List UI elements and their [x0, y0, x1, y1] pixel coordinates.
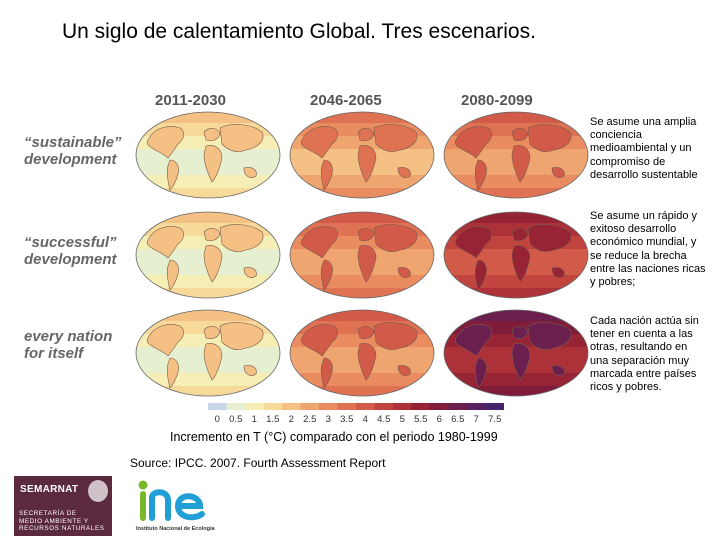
scenario-description-sustainable: Se asume una amplia conciencia medioambi… — [590, 116, 698, 181]
colorbar-swatch — [393, 403, 412, 410]
period-label-3: 2080-2099 — [461, 92, 533, 109]
colorbar-swatch — [430, 403, 449, 410]
colorbar-tick-label: 5.5 — [414, 414, 427, 425]
semarnat-text-line: RECURSOS NATURALES — [19, 525, 105, 532]
map-every-nation-2046-2065 — [288, 308, 436, 398]
map-every-nation-2080-2099 — [442, 308, 590, 398]
colorbar-swatch — [467, 403, 486, 410]
semarnat-text-line: MEDIO AMBIENTE Y — [19, 517, 89, 525]
warming-scenarios-figure: 2011-2030 2046-2065 2080-2099 “sustainab… — [18, 88, 590, 425]
temperature-colorbar: 0 0.5 1 1.5 2 2.5 3 3.5 4 4.5 5 5.5 6 6.5 7 7.5 — [208, 403, 504, 425]
map-successful-2011-2030 — [134, 210, 282, 300]
colorbar-swatch — [448, 403, 468, 410]
ine-logo: Instituto Nacional de Ecología — [134, 476, 215, 536]
colorbar-tick-label: 6.5 — [451, 414, 464, 425]
map-sustainable-2011-2030 — [134, 110, 282, 200]
slide-title: Un siglo de calentamiento Global. Tres e… — [62, 20, 536, 43]
scenario-description-every-nation: Cada nación actúa sin tener en cuenta a … — [590, 315, 699, 394]
semarnat-text: SECRETARÍA DE MEDIO AMBIENTE Y RECURSOS … — [19, 510, 105, 533]
semarnat-text-line: SECRETARÍA DE — [19, 510, 77, 517]
colorbar-tick-label: 0.5 — [229, 414, 242, 425]
scenario-label-line: “successful” — [24, 234, 117, 251]
colorbar-tick-label: 3 — [326, 414, 331, 425]
semarnat-wordmark: SEMARNAT — [20, 484, 79, 495]
colorbar-swatch — [263, 403, 283, 410]
colorbar-tick-label: 6 — [437, 414, 442, 425]
colorbar-swatch — [411, 403, 431, 410]
colorbar-tick-label: 4 — [363, 414, 368, 425]
map-every-nation-2011-2030 — [134, 308, 282, 398]
colorbar-tick-label: 7 — [474, 414, 479, 425]
colorbar-swatch — [374, 403, 394, 410]
scenario-description-successful: Se asume un rápido y exitoso desarrollo … — [590, 210, 706, 289]
colorbar-swatch — [319, 403, 338, 410]
scenario-label-sustainable: “sustainable” development — [24, 134, 122, 168]
period-label-1: 2011-2030 — [155, 92, 226, 109]
scenario-label-successful: “successful” development — [24, 234, 117, 268]
colorbar-swatch — [356, 403, 375, 410]
scenario-label-every-nation: every nation for itself — [24, 328, 112, 362]
colorbar-swatch — [300, 403, 320, 410]
map-successful-2080-2099 — [442, 210, 590, 300]
source-citation: Source: IPCC. 2007. Fourth Assessment Re… — [130, 456, 386, 470]
map-successful-2046-2065 — [288, 210, 436, 300]
colorbar-tick-label: 0 — [215, 414, 220, 425]
map-sustainable-2046-2065 — [288, 110, 436, 200]
period-label-2: 2046-2065 — [310, 92, 382, 109]
map-sustainable-2080-2099 — [442, 110, 590, 200]
figure-caption: Incremento en T (°C) comparado con el pe… — [170, 430, 498, 444]
colorbar-swatch — [245, 403, 264, 410]
colorbar-swatch — [226, 403, 246, 410]
colorbar-tick-label: 7.5 — [488, 414, 501, 425]
colorbar-swatch — [337, 403, 357, 410]
scenario-label-line: every nation — [24, 328, 113, 345]
colorbar-swatch — [208, 403, 227, 410]
ine-subtitle: Instituto Nacional de Ecología — [136, 526, 215, 532]
scenario-label-line: “sustainable” — [24, 134, 122, 151]
colorbar-tick-label: 2.5 — [303, 414, 316, 425]
colorbar-tick-label: 5 — [400, 414, 405, 425]
colorbar-swatch — [282, 403, 301, 410]
ine-wordmark-icon — [138, 480, 205, 521]
colorbar-tick-label: 4.5 — [377, 414, 390, 425]
colorbar-tick-label: 3.5 — [340, 414, 353, 425]
colorbar-tick-label: 1 — [252, 414, 257, 425]
colorbar-tick-label: 2 — [289, 414, 294, 425]
semarnat-logo: SEMARNAT SECRETARÍA DE MEDIO AMBIENTE Y … — [14, 476, 112, 536]
colorbar-swatch — [485, 403, 504, 410]
scenario-label-line: development — [24, 251, 117, 268]
scenario-label-line: development — [24, 151, 117, 168]
mexico-seal-icon — [88, 480, 108, 502]
scenario-label-line: for itself — [24, 345, 84, 362]
colorbar-tick-label: 1.5 — [266, 414, 279, 425]
